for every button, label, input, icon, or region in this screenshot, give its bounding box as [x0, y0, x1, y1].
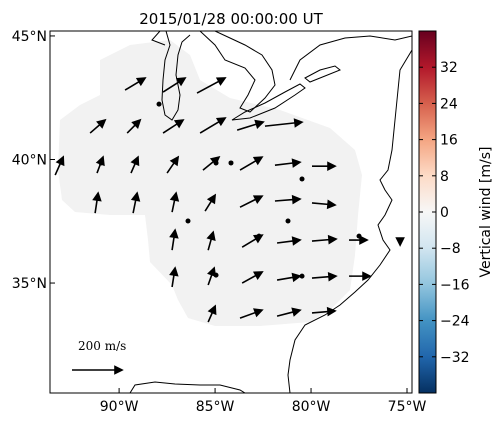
wind-arrow: [276, 272, 302, 283]
wind-arrow: [207, 266, 217, 286]
reference-label: 200 m/s: [78, 339, 126, 353]
colorbar-tick-label: −16: [440, 277, 470, 293]
calm-point: [299, 273, 305, 279]
colorbar-tick-label: 32: [440, 60, 458, 76]
colorbar-tick-label: −24: [440, 314, 470, 330]
wind-arrow: [54, 155, 65, 176]
wind-arrow: [311, 199, 337, 210]
map-background: [58, 31, 412, 393]
wind-arrow: [126, 118, 142, 134]
reference-arrow: [72, 365, 124, 375]
y-tick-label: 40°N: [12, 152, 47, 168]
colorbar-tick-label: 0: [440, 205, 449, 221]
wind-arrow: [166, 155, 180, 174]
wind-arrow: [311, 271, 338, 282]
wind-arrow: [204, 193, 217, 212]
wind-arrow: [239, 195, 264, 208]
wind-arrow: [169, 266, 179, 288]
wind-arrow: [276, 307, 302, 317]
data-region: [58, 40, 362, 326]
wind-arrow: [264, 118, 304, 128]
wind-arrow: [311, 234, 338, 245]
wind-arrow: [169, 191, 180, 213]
wind-arrow: [130, 191, 141, 214]
wind-arrow: [169, 228, 179, 251]
x-tick-label: 85°W: [196, 399, 235, 415]
colorbar-tick-label: 16: [440, 133, 458, 149]
wind-arrow: [196, 77, 227, 94]
wind-arrow: [162, 77, 187, 93]
wind-arrow: [274, 158, 302, 168]
wind-arrow: [89, 118, 107, 134]
wind-arrow: [162, 119, 185, 134]
wind-arrow: [311, 161, 337, 171]
wind-arrow: [236, 119, 265, 131]
wind-arrow: [206, 230, 216, 251]
wind-arrow: [202, 155, 221, 171]
wind-arrow: [349, 271, 372, 281]
wind-arrow: [311, 306, 337, 317]
wind-arrow: [124, 77, 147, 91]
colorbar-tick-label: 8: [440, 169, 449, 185]
wind-arrow: [207, 304, 217, 323]
coastlines: [129, 31, 412, 393]
wind-arrow: [239, 308, 264, 319]
x-tick-label: 90°W: [100, 399, 139, 415]
colorbar-label: Vertical wind [m/s]: [478, 147, 494, 278]
calm-point: [285, 218, 291, 224]
calm-point: [213, 272, 219, 278]
wind-arrow: [241, 271, 264, 284]
calm-point: [356, 233, 362, 239]
x-tick-label: 75°W: [388, 399, 427, 415]
calm-point: [213, 160, 219, 166]
wind-arrow: [92, 191, 102, 214]
wind-arrow: [276, 236, 302, 246]
calm-point: [256, 233, 262, 239]
map-frame: [49, 30, 413, 394]
wind-arrow: [395, 237, 405, 247]
calm-point: [228, 160, 234, 166]
wind-arrow: [349, 235, 369, 245]
chart-title: 2015/01/28 00:00:00 UT: [139, 10, 323, 28]
y-tick-label: 45°N: [12, 29, 47, 45]
y-tick-label: 35°N: [12, 276, 47, 292]
calm-point: [156, 101, 162, 107]
wind-arrow: [199, 117, 227, 134]
wind-arrow: [274, 194, 302, 205]
colorbar-tick-label: 24: [440, 96, 458, 112]
calm-point: [185, 218, 191, 224]
colorbar-tick-label: −32: [440, 350, 470, 366]
colorbar-tick-label: −8: [440, 241, 461, 257]
x-tick-label: 80°W: [292, 399, 331, 415]
wind-arrow: [130, 155, 140, 174]
calm-point: [98, 160, 104, 166]
calm-point: [299, 176, 305, 182]
wind-arrow: [239, 156, 264, 171]
vectors: [54, 77, 405, 323]
